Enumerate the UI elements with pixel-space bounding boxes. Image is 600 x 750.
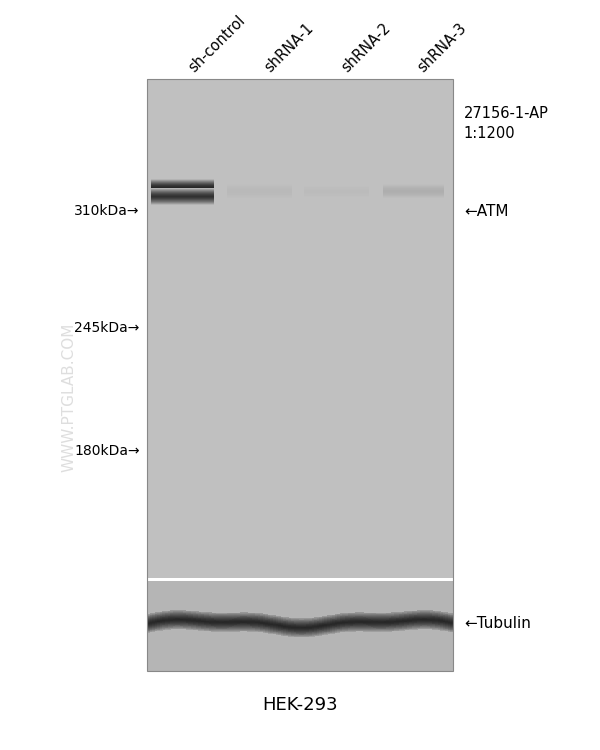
Text: shRNA-2: shRNA-2	[338, 20, 393, 75]
Text: 27156-1-AP
1:1200: 27156-1-AP 1:1200	[464, 106, 548, 141]
Bar	[147, 578, 453, 581]
Bar	[147, 79, 453, 671]
Text: 310kDa→: 310kDa→	[74, 204, 140, 218]
Text: ←ATM: ←ATM	[464, 203, 508, 218]
Text: shRNA-1: shRNA-1	[262, 20, 316, 75]
Bar	[147, 79, 453, 671]
Text: sh-control: sh-control	[185, 13, 248, 75]
Text: ←Tubulin: ←Tubulin	[464, 616, 530, 631]
Bar	[147, 79, 453, 578]
Text: HEK-293: HEK-293	[262, 696, 338, 714]
Text: 180kDa→: 180kDa→	[74, 444, 140, 458]
Bar	[147, 581, 453, 671]
Text: 245kDa→: 245kDa→	[74, 321, 140, 335]
Text: shRNA-3: shRNA-3	[415, 20, 469, 75]
Text: WWW.PTGLAB.COM: WWW.PTGLAB.COM	[61, 322, 77, 472]
